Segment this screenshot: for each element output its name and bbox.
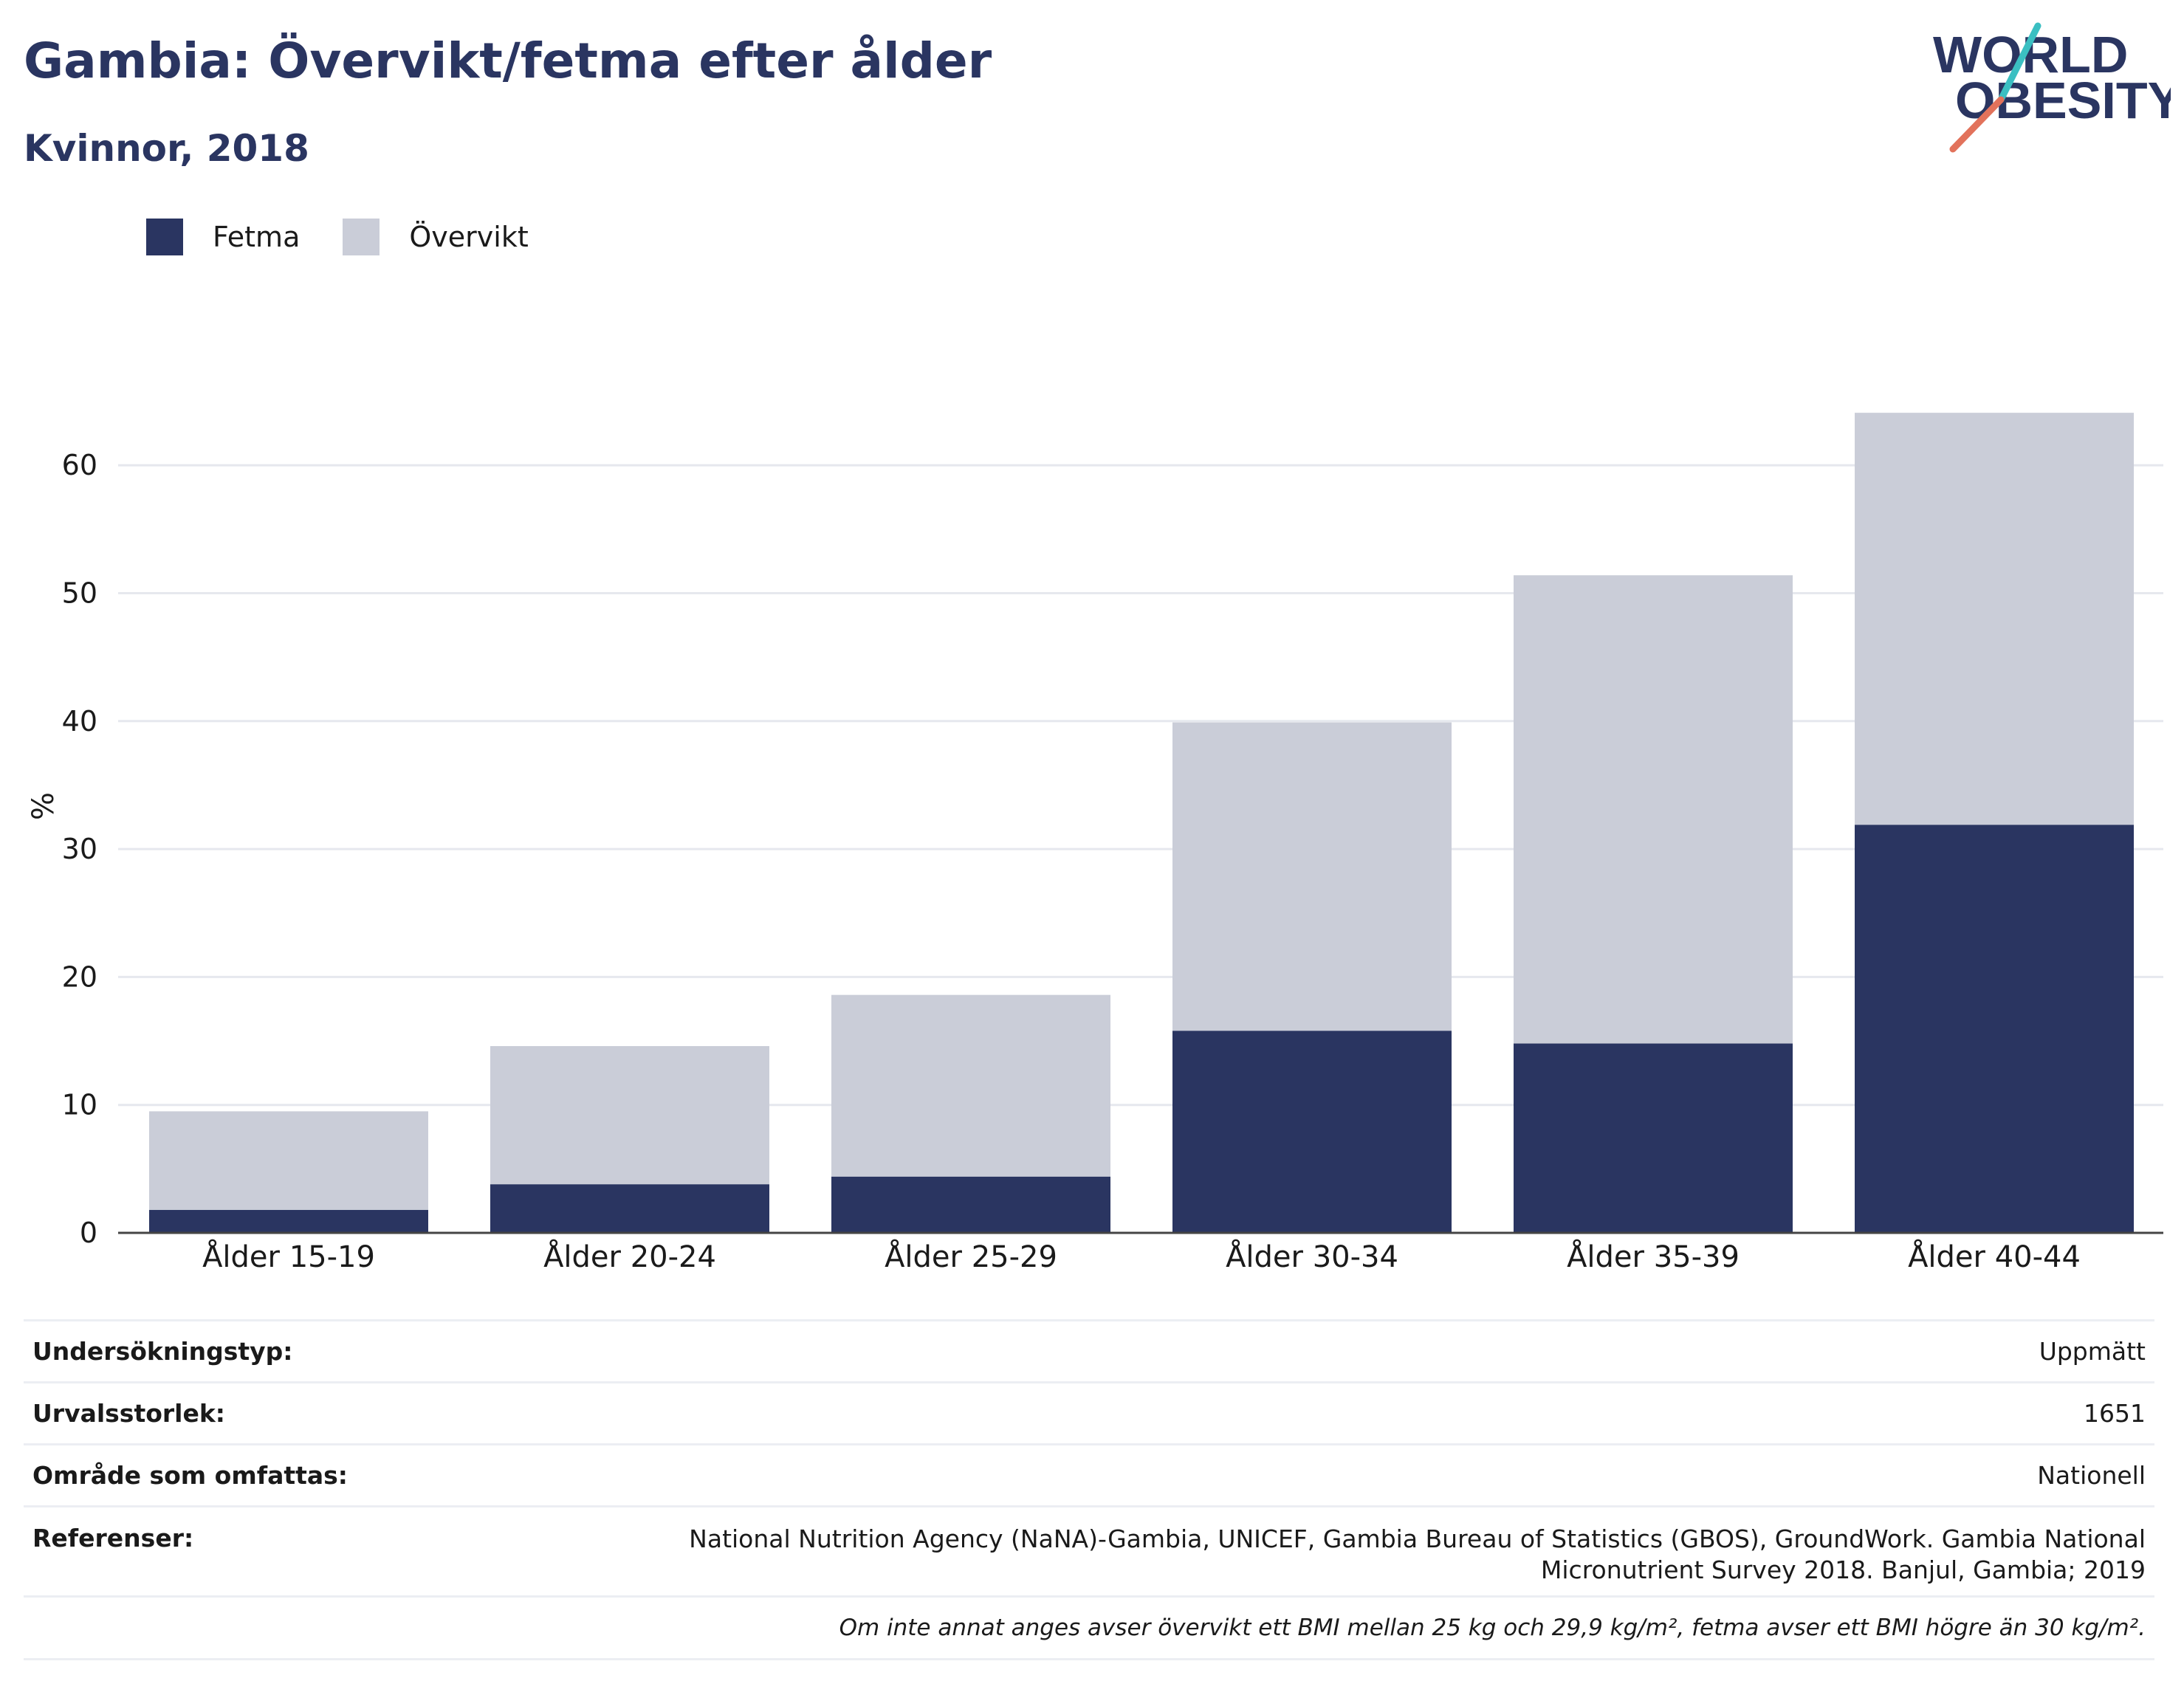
y-tick-label: 60 bbox=[62, 449, 97, 481]
bar-overvikt bbox=[831, 994, 1110, 1177]
bar-fetma bbox=[831, 1176, 1110, 1233]
x-tick-label: Ålder 35-39 bbox=[1567, 1239, 1740, 1274]
info-row-sample-size: Urvalsstorlek: 1651 bbox=[24, 1381, 2154, 1443]
bar-fetma bbox=[149, 1209, 428, 1233]
footnote-text: Om inte annat anges avser övervikt ett B… bbox=[839, 1615, 2146, 1641]
y-tick-label: 50 bbox=[62, 577, 97, 610]
bar-overvikt bbox=[149, 1111, 428, 1210]
chart-legend: Fetma Övervikt bbox=[146, 219, 571, 255]
legend-label-overvikt: Övervikt bbox=[409, 221, 529, 253]
x-tick-label: Ålder 25-29 bbox=[885, 1239, 1057, 1274]
legend-swatch-fetma bbox=[146, 219, 183, 255]
bar-fetma bbox=[1172, 1031, 1452, 1233]
legend-item-fetma: Fetma bbox=[146, 219, 300, 255]
x-tick-label: Ålder 15-19 bbox=[202, 1239, 375, 1274]
bar-fetma bbox=[490, 1184, 769, 1233]
y-tick-label: 20 bbox=[62, 960, 97, 993]
x-tick-label: Ålder 20-24 bbox=[543, 1239, 716, 1274]
info-value: Nationell bbox=[2037, 1461, 2146, 1490]
bar-overvikt bbox=[1855, 413, 2134, 825]
y-tick-label: 30 bbox=[62, 833, 97, 865]
bmi-footnote: Om inte annat anges avser övervikt ett B… bbox=[24, 1595, 2154, 1660]
y-tick-label: 40 bbox=[62, 705, 97, 738]
info-value: Uppmätt bbox=[2039, 1337, 2146, 1366]
info-row-area: Område som omfattas: Nationell bbox=[24, 1443, 2154, 1505]
x-tick-label: Ålder 40-44 bbox=[1908, 1239, 2081, 1274]
bar-overvikt bbox=[1514, 575, 1793, 1044]
legend-item-overvikt: Övervikt bbox=[343, 219, 529, 255]
chart-title: Gambia: Övervikt/fetma efter ålder bbox=[24, 32, 992, 89]
world-obesity-logo: WORLD OBESITY bbox=[1933, 22, 2171, 153]
references-text: National Nutrition Agency (NaNA)-Gambia,… bbox=[689, 1524, 2146, 1584]
bar-fetma bbox=[1514, 1043, 1793, 1233]
bar-fetma bbox=[1855, 825, 2134, 1233]
legend-label-fetma: Fetma bbox=[213, 221, 301, 253]
survey-info-table: Undersökningstyp: Uppmätt Urvalsstorlek:… bbox=[24, 1319, 2154, 1660]
stacked-bar-chart: 0 10 20 30 40 50 60% Ålder 15-19 Ålder 20-24 Ålde… bbox=[27, 413, 2163, 1274]
info-row-survey-type: Undersökningstyp: Uppmätt bbox=[24, 1319, 2154, 1381]
x-tick-label: Ålder 30-34 bbox=[1226, 1239, 1398, 1274]
info-label: Urvalsstorlek: bbox=[32, 1399, 226, 1428]
chart-subtitle: Kvinnor, 2018 bbox=[24, 127, 309, 170]
info-label: Undersökningstyp: bbox=[32, 1337, 293, 1366]
y-tick-label: 10 bbox=[62, 1089, 97, 1121]
info-value: 1651 bbox=[2084, 1399, 2146, 1428]
y-tick-label: 0 bbox=[80, 1217, 97, 1249]
info-label: Område som omfattas: bbox=[32, 1461, 348, 1490]
bar-overvikt bbox=[1172, 722, 1452, 1031]
logo-line2: OBESITY bbox=[1955, 72, 2171, 129]
info-label: Referenser: bbox=[32, 1524, 194, 1553]
y-axis-label: % bbox=[27, 792, 61, 820]
legend-swatch-overvikt bbox=[343, 219, 380, 255]
bar-overvikt bbox=[490, 1045, 769, 1185]
info-row-references: Referenser: National Nutrition Agency (N… bbox=[24, 1505, 2154, 1595]
